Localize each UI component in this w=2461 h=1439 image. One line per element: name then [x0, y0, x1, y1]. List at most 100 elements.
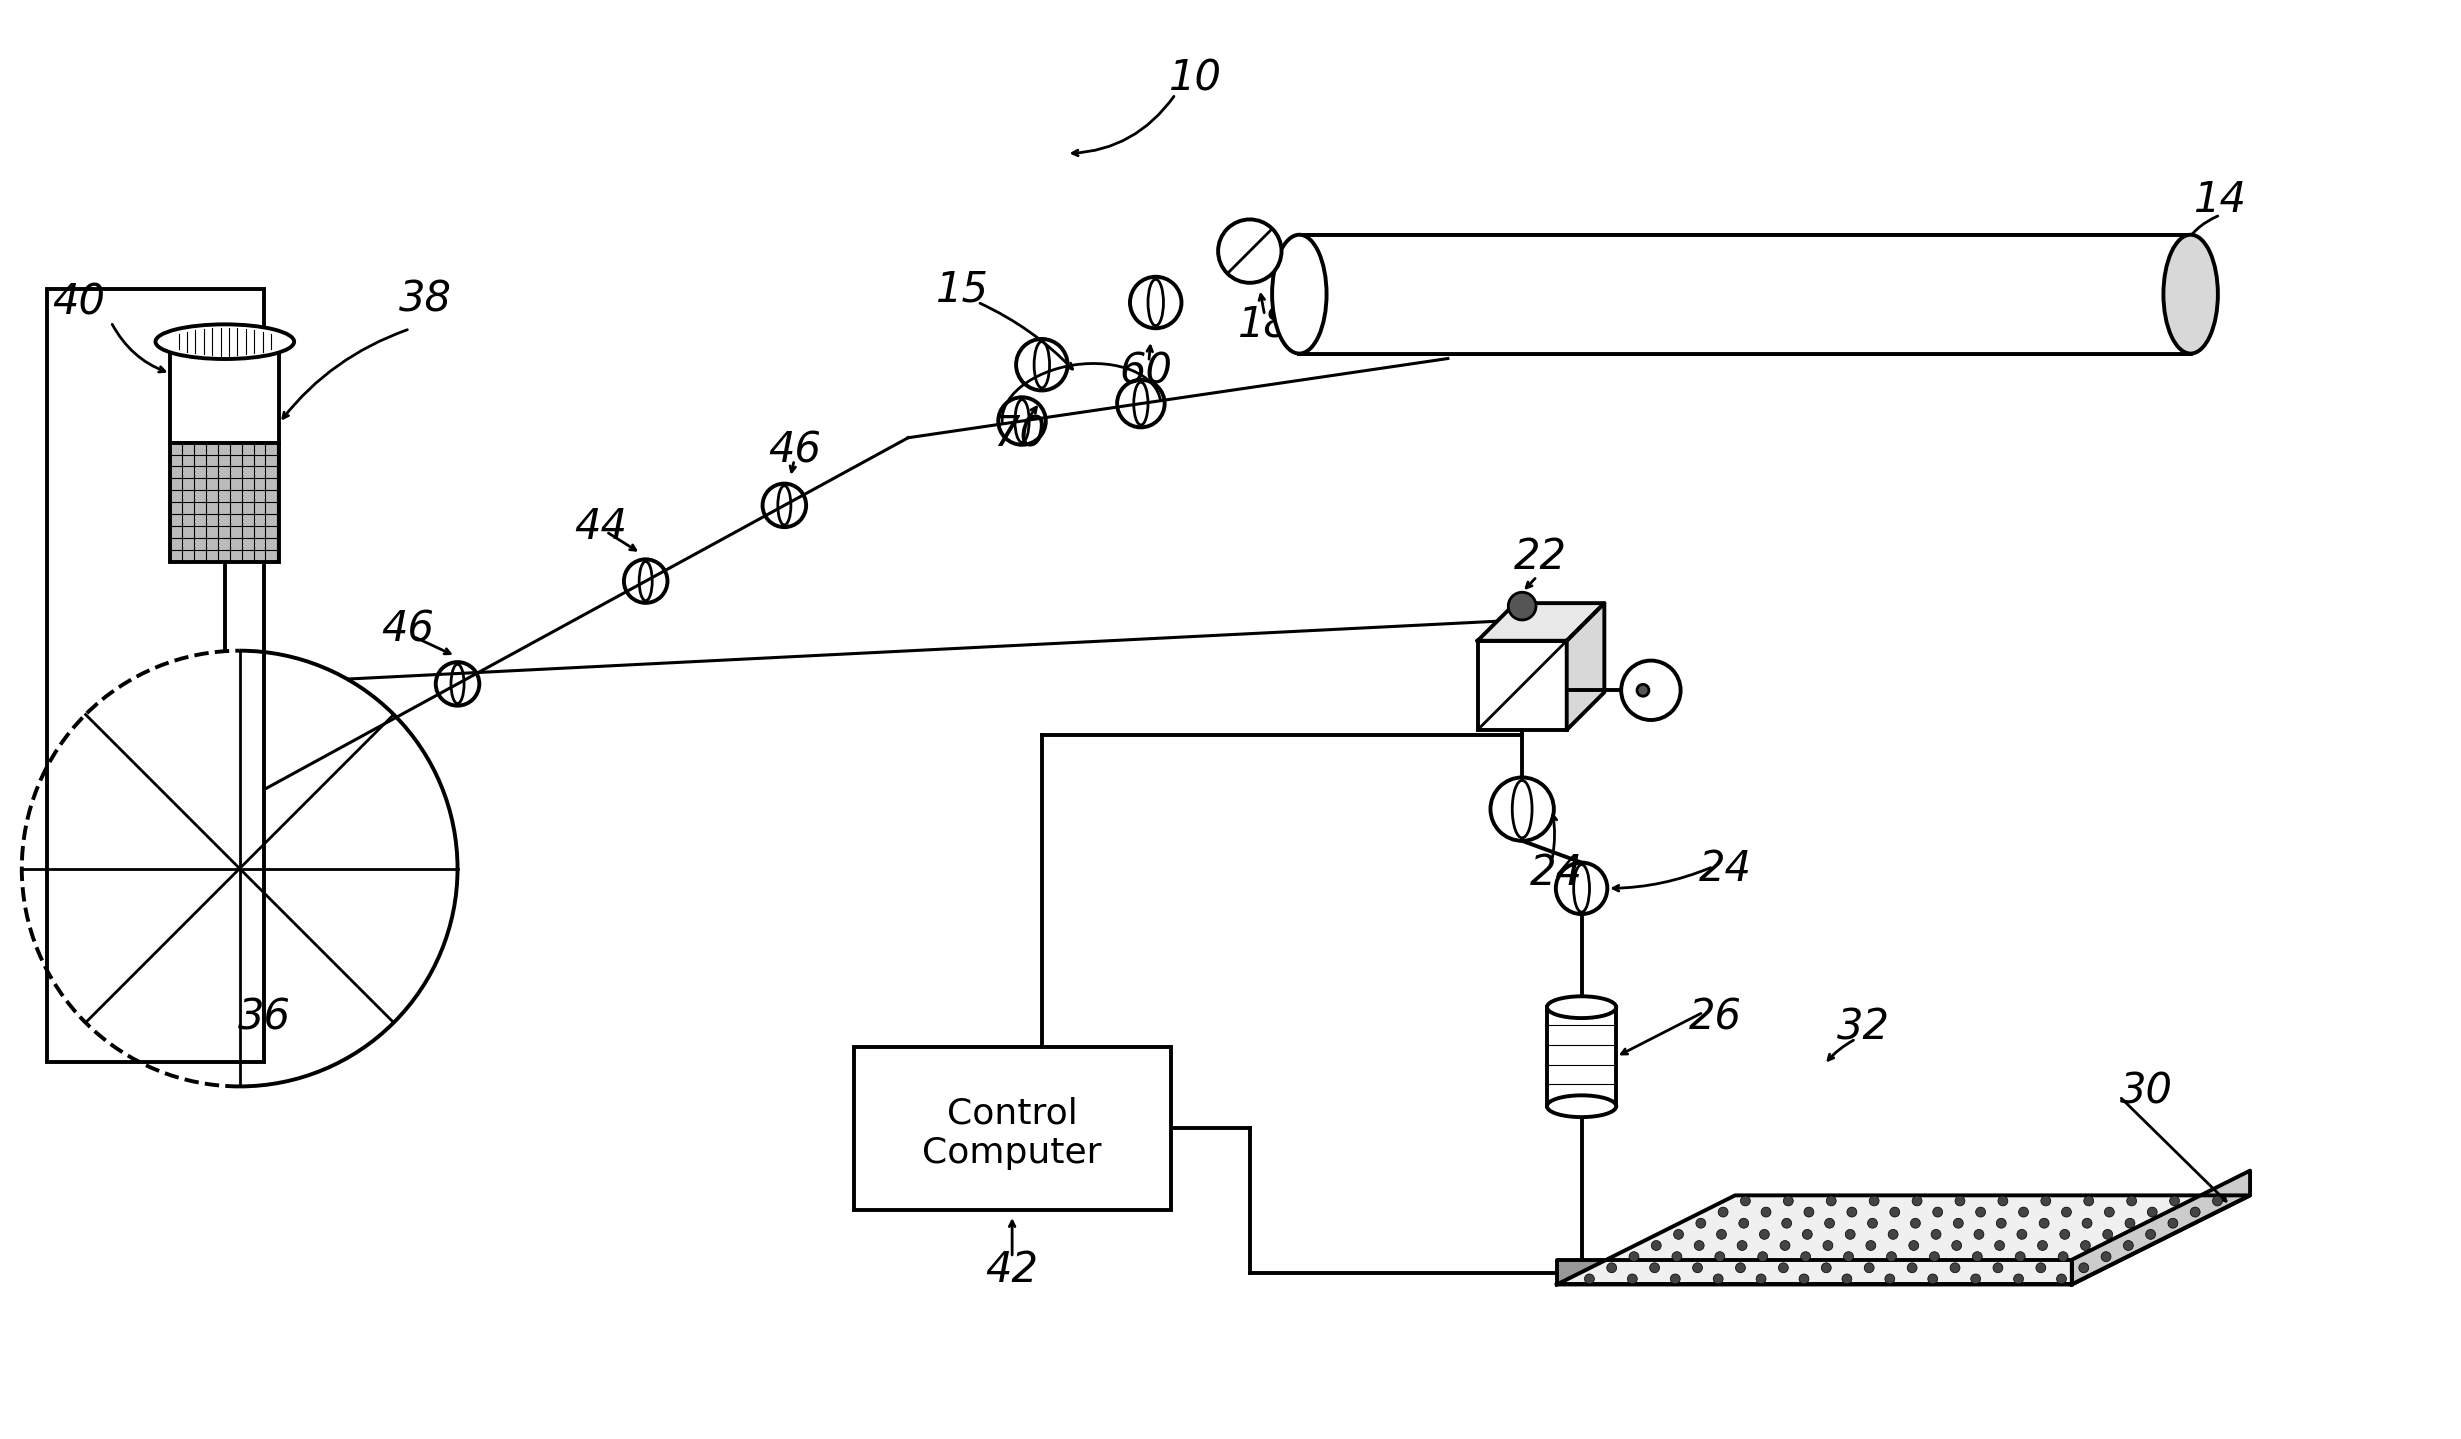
Text: 10: 10 [1169, 58, 1221, 99]
Circle shape [1649, 1263, 1659, 1272]
Circle shape [1890, 1207, 1900, 1217]
Circle shape [1998, 1196, 2008, 1206]
Ellipse shape [2163, 235, 2217, 354]
Text: 30: 30 [2119, 1071, 2173, 1112]
Circle shape [1757, 1274, 1767, 1284]
Circle shape [1910, 1240, 1920, 1250]
Circle shape [2146, 1229, 2156, 1239]
Circle shape [1846, 1207, 1856, 1217]
Circle shape [1996, 1219, 2006, 1227]
Circle shape [1737, 1240, 1747, 1250]
Ellipse shape [1548, 996, 1617, 1017]
Text: 70: 70 [994, 413, 1046, 455]
Circle shape [2018, 1207, 2028, 1217]
Bar [47, 289, 263, 1062]
Circle shape [1974, 1229, 1984, 1239]
Circle shape [1637, 685, 1649, 696]
Circle shape [1932, 1229, 1942, 1239]
Circle shape [2080, 1240, 2089, 1250]
Circle shape [1693, 1263, 1703, 1272]
Circle shape [2212, 1196, 2222, 1206]
Circle shape [2124, 1219, 2136, 1227]
Circle shape [1910, 1219, 1920, 1227]
Text: Computer: Computer [923, 1135, 1103, 1170]
Circle shape [1509, 593, 1536, 620]
Text: 40: 40 [52, 281, 106, 324]
Circle shape [1824, 1240, 1833, 1250]
Bar [1299, 235, 2190, 354]
Text: Control: Control [947, 1097, 1078, 1130]
Circle shape [2038, 1240, 2048, 1250]
Circle shape [1673, 1229, 1683, 1239]
Circle shape [2057, 1252, 2067, 1262]
Text: 60: 60 [1120, 351, 1171, 393]
Text: 46: 46 [381, 609, 436, 650]
Circle shape [1804, 1207, 1814, 1217]
Circle shape [2084, 1196, 2094, 1206]
Circle shape [1671, 1252, 1681, 1262]
Ellipse shape [1272, 235, 1326, 354]
Circle shape [1826, 1196, 1836, 1206]
Circle shape [2148, 1207, 2158, 1217]
Circle shape [1843, 1252, 1853, 1262]
Circle shape [1868, 1219, 1878, 1227]
Text: 22: 22 [1514, 535, 1568, 577]
Circle shape [1971, 1274, 1981, 1284]
Text: 14: 14 [2193, 178, 2247, 222]
Circle shape [1740, 1196, 1750, 1206]
Text: 42: 42 [984, 1249, 1039, 1291]
Circle shape [1713, 1274, 1723, 1284]
Circle shape [1949, 1263, 1959, 1272]
Circle shape [1888, 1229, 1897, 1239]
Bar [170, 443, 278, 561]
Circle shape [2016, 1252, 2025, 1262]
Circle shape [1841, 1274, 1851, 1284]
Circle shape [2168, 1219, 2178, 1227]
Circle shape [1740, 1219, 1750, 1227]
Polygon shape [1558, 1259, 2072, 1285]
Circle shape [1927, 1274, 1937, 1284]
Ellipse shape [155, 324, 295, 358]
Circle shape [1865, 1240, 1875, 1250]
Circle shape [1779, 1263, 1789, 1272]
Circle shape [2035, 1263, 2045, 1272]
Bar [854, 1046, 1171, 1210]
Text: 38: 38 [399, 278, 453, 319]
Circle shape [1799, 1274, 1809, 1284]
Circle shape [1735, 1263, 1745, 1272]
Circle shape [1912, 1196, 1922, 1206]
Circle shape [1671, 1274, 1681, 1284]
Circle shape [1932, 1207, 1942, 1217]
Circle shape [1954, 1196, 1964, 1206]
Bar [1548, 1007, 1617, 1107]
Circle shape [1952, 1240, 1961, 1250]
Circle shape [1760, 1229, 1769, 1239]
Circle shape [1824, 1219, 1833, 1227]
Circle shape [2102, 1252, 2112, 1262]
Circle shape [1218, 219, 1282, 283]
Circle shape [1888, 1252, 1897, 1262]
Circle shape [1865, 1263, 1875, 1272]
Text: 26: 26 [1688, 996, 1742, 1038]
Circle shape [1715, 1229, 1728, 1239]
Circle shape [1651, 1240, 1661, 1250]
Circle shape [1718, 1207, 1728, 1217]
Circle shape [1693, 1240, 1703, 1250]
Circle shape [2018, 1229, 2028, 1239]
Circle shape [1801, 1252, 1811, 1262]
Circle shape [1801, 1229, 1811, 1239]
Circle shape [1629, 1252, 1639, 1262]
Polygon shape [1568, 603, 1605, 730]
Circle shape [2102, 1229, 2112, 1239]
Bar [170, 344, 278, 443]
Circle shape [1762, 1207, 1772, 1217]
Circle shape [2013, 1274, 2023, 1284]
Circle shape [1929, 1252, 1939, 1262]
Circle shape [1846, 1229, 1856, 1239]
Circle shape [2126, 1196, 2136, 1206]
Bar [1477, 640, 1568, 730]
Polygon shape [2072, 1170, 2249, 1285]
Circle shape [1971, 1252, 1981, 1262]
Circle shape [2171, 1196, 2180, 1206]
Text: 44: 44 [573, 505, 628, 548]
